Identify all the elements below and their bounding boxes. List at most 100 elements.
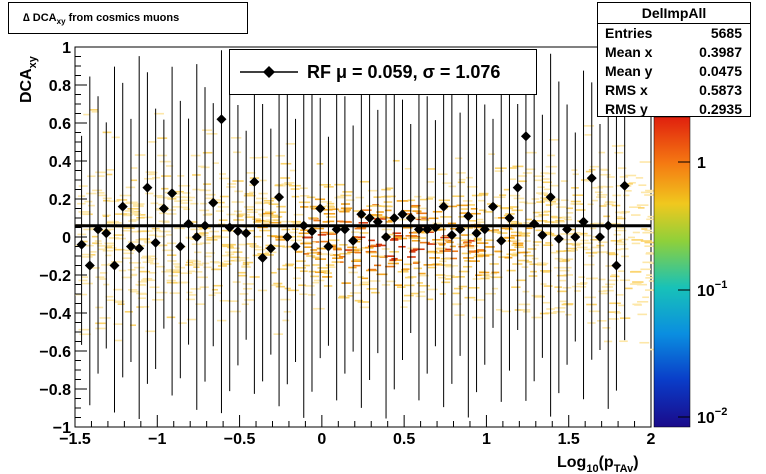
heat-cell: [530, 270, 537, 273]
heat-cell: [533, 179, 542, 182]
heat-cell: [243, 206, 255, 208]
heat-cell: [557, 290, 567, 293]
heat-cell: [407, 199, 416, 202]
heat-cell: [99, 317, 111, 319]
heat-cell: [258, 213, 266, 216]
heat-cell: [95, 306, 104, 309]
heat-cell: [302, 236, 312, 239]
heat-cell: [590, 238, 601, 241]
heat-cell: [571, 249, 578, 251]
heat-cell: [338, 295, 347, 298]
heat-cell: [228, 247, 240, 250]
heat-cell: [584, 296, 597, 299]
heat-cell: [270, 271, 277, 274]
heat-cell: [639, 341, 650, 344]
heat-cell: [426, 181, 435, 183]
heat-cell: [312, 281, 319, 284]
heat-cell: [418, 272, 426, 275]
heat-cell: [154, 112, 164, 115]
stats-row-rms-y: RMS y 0.2935: [605, 101, 742, 117]
heat-cell: [199, 232, 209, 234]
heat-cell: [370, 205, 382, 207]
data-point: [438, 201, 449, 212]
heat-cell: [366, 251, 378, 254]
heat-cell: [217, 206, 229, 208]
data-point: [101, 228, 112, 239]
heat-cell: [195, 271, 203, 273]
heat-cell: [300, 242, 313, 245]
heat-cell: [543, 188, 552, 191]
heat-cell: [279, 220, 292, 223]
data-point: [529, 218, 540, 229]
heat-cell: [542, 233, 555, 236]
heat-cell: [89, 109, 99, 111]
heat-cell: [137, 280, 148, 283]
heat-cell: [92, 242, 99, 244]
heat-cell: [144, 177, 155, 180]
data-point: [479, 224, 490, 235]
heat-cell: [445, 205, 458, 208]
heat-cell: [351, 231, 360, 233]
heat-cell: [294, 267, 307, 269]
heat-cell: [332, 208, 339, 210]
heat-cell: [589, 165, 600, 168]
heat-cell: [537, 262, 549, 265]
heat-cell: [113, 300, 125, 303]
heat-cell: [433, 252, 444, 254]
heat-cell: [97, 194, 108, 197]
heat-cell: [534, 215, 544, 218]
heat-cell: [296, 235, 306, 238]
y-tick-label: −0.8: [39, 382, 71, 399]
data-point: [372, 216, 383, 227]
heat-cell: [550, 251, 560, 254]
x-tick-label: −1: [148, 431, 166, 448]
heat-cell: [246, 208, 254, 211]
heat-cell: [404, 276, 414, 279]
heat-cell: [86, 192, 97, 195]
heat-cell: [642, 296, 649, 299]
data-point: [413, 224, 424, 235]
heat-cell: [275, 154, 285, 157]
heat-cell: [478, 192, 489, 195]
heat-cell: [462, 265, 473, 268]
heat-cell: [182, 192, 191, 194]
heat-cell: [574, 290, 581, 292]
heat-cell: [226, 253, 235, 256]
heat-cell: [173, 196, 186, 198]
heat-cell: [126, 201, 138, 204]
heat-cell: [420, 219, 430, 221]
heat-cell: [241, 303, 249, 306]
heat-cell: [621, 210, 631, 213]
heat-cell: [345, 199, 355, 201]
heat-cell: [344, 221, 352, 223]
heat-cell: [525, 151, 537, 154]
heat-cell: [327, 206, 335, 208]
heat-cell: [441, 281, 451, 284]
heat-cell: [130, 274, 137, 277]
heat-cell: [387, 219, 395, 222]
heat-cell: [531, 198, 540, 200]
heat-cell: [368, 280, 381, 282]
heat-cell: [190, 154, 201, 157]
heat-cell: [531, 220, 544, 222]
heat-cell: [284, 182, 295, 184]
heat-cell: [385, 187, 394, 190]
data-point: [570, 232, 581, 242]
heat-cell: [239, 293, 249, 295]
heat-cell: [387, 262, 399, 265]
heat-cell: [263, 199, 274, 202]
heat-cell: [107, 220, 117, 223]
heat-cell: [498, 256, 511, 258]
heat-cell: [351, 236, 358, 238]
heat-cell: [631, 242, 641, 245]
heat-cell: [221, 254, 232, 257]
heat-cell: [185, 261, 194, 264]
heat-cell: [587, 203, 594, 206]
heat-cell: [165, 234, 173, 236]
heat-cell: [292, 223, 303, 226]
heat-cell: [237, 271, 247, 274]
heat-cell: [616, 217, 626, 220]
heat-cell: [237, 274, 248, 277]
heat-cell: [111, 136, 120, 139]
heat-cell: [338, 296, 350, 299]
